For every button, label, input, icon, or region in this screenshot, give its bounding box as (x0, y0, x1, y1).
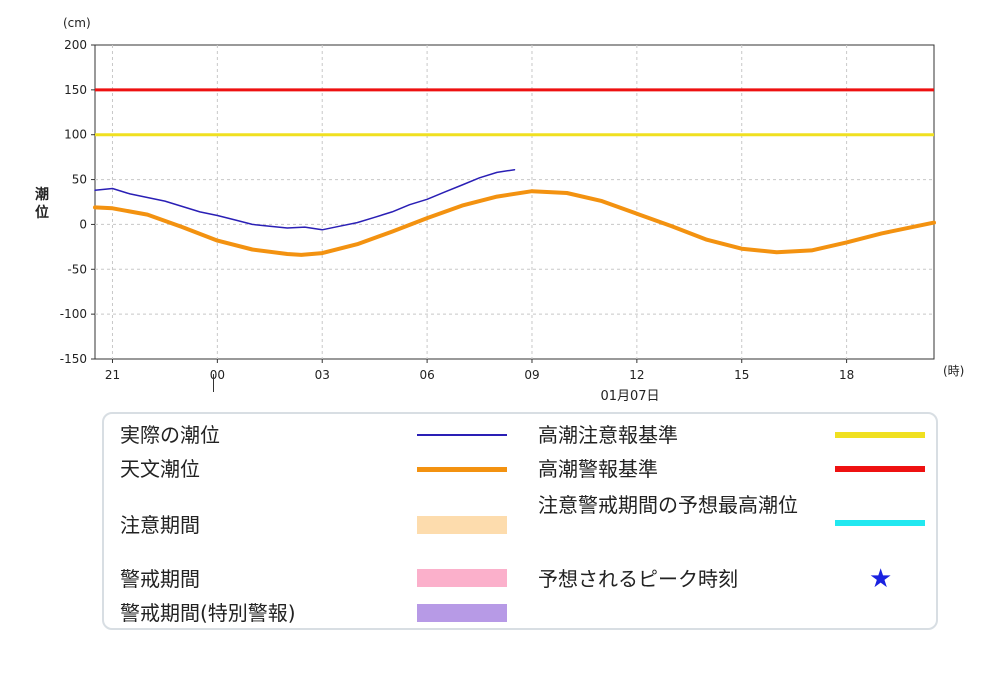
y-unit-label: (cm) (63, 16, 91, 30)
legend-label-special-warning-period: 警戒期間(特別警報) (120, 601, 296, 625)
legend-swatch-max-forecast (835, 520, 925, 526)
y-tick-label: 50 (72, 173, 87, 187)
plot-frame (94, 44, 935, 360)
y-tick-label: 0 (79, 217, 87, 231)
legend-swatch-warning-period (417, 569, 507, 587)
legend-swatch-actual (417, 434, 507, 436)
legend-label-caution-standard: 高潮注意報基準 (538, 423, 678, 447)
y-axis: 200 150 100 50 0 -50 -100 -150 (60, 38, 95, 366)
y-tick-label: 200 (64, 38, 87, 52)
y-axis-label: 潮位 (35, 186, 49, 221)
x-tick-label: 12 (629, 368, 644, 382)
legend-label-warning-period: 警戒期間 (120, 567, 200, 591)
legend-label-warning-standard: 高潮警報基準 (538, 457, 658, 481)
x-tick-label: 00 (210, 368, 225, 382)
series-line-astronomical (93, 189, 936, 257)
x-tick-label: 06 (419, 368, 434, 382)
legend-label-peak-time: 予想されるピーク時刻 (538, 567, 738, 591)
legend-label-caution-period: 注意期間 (120, 513, 200, 537)
date-label: 01月07日 (600, 389, 659, 404)
legend-swatch-caution-period (417, 516, 507, 534)
legend-swatch-astro (417, 467, 507, 472)
y-tick-label: -150 (60, 352, 87, 366)
x-tick-label: 15 (734, 368, 749, 382)
y-tick-label: 100 (64, 128, 87, 142)
legend-swatch-caution-standard (835, 432, 925, 438)
legend-swatch-warning-standard (835, 466, 925, 472)
series-lines (93, 168, 936, 257)
legend-label-astro: 天文潮位 (120, 457, 200, 481)
x-axis: 21 00 03 06 09 12 15 18 (105, 359, 854, 382)
peak-star-icon: ★ (869, 564, 893, 594)
x-tick-label: 03 (315, 368, 330, 382)
legend-swatch-special-warning-period (417, 604, 507, 622)
x-tick-label: 09 (524, 368, 539, 382)
legend-label-actual: 実際の潮位 (120, 423, 220, 447)
x-tick-label: 18 (839, 368, 854, 382)
y-tick-label: -100 (60, 307, 87, 321)
series-line-actual (94, 168, 516, 231)
x-unit-label: (時) (943, 364, 964, 378)
legend-box: 実際の潮位 天文潮位 注意期間 警戒期間 警戒期間(特別警報) 高潮注意報基準 … (102, 412, 938, 630)
y-tick-label: -50 (67, 262, 87, 276)
x-tick-label: 21 (105, 368, 120, 382)
reference-lines (95, 88, 934, 137)
tide-chart: 200 150 100 50 0 -50 -100 -150 21 00 03 06 09 12 15 18… (35, 16, 964, 404)
y-tick-label: 150 (64, 83, 87, 97)
legend-label-max-forecast: 注意警戒期間の予想最高潮位 (538, 493, 798, 517)
